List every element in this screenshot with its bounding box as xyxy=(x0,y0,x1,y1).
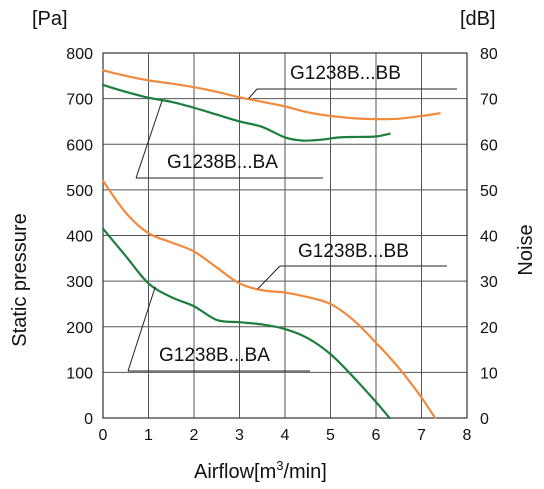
x-tick-label: 2 xyxy=(190,427,199,444)
y-tick-label: 0 xyxy=(84,411,93,428)
annotation-label-2: G1238B...BB xyxy=(298,241,409,262)
y-tick-label: 700 xyxy=(66,92,93,109)
y-unit-label: [Pa] xyxy=(32,8,68,30)
y-tick-label: 100 xyxy=(66,365,93,382)
y2-tick-label: 30 xyxy=(480,274,498,291)
grid-lines xyxy=(102,52,468,419)
x-tick-label: 7 xyxy=(417,427,426,444)
annotation-leader-0 xyxy=(248,88,258,99)
x-axis-title: Airflow[m3/min] xyxy=(194,458,327,483)
y-tick-label: 600 xyxy=(66,137,93,154)
y2-tick-label: 0 xyxy=(480,411,489,428)
x-tick-label: 3 xyxy=(235,427,244,444)
y-tick-label: 400 xyxy=(66,229,93,246)
y2-tick-label: 40 xyxy=(480,229,498,246)
annotation-label-1: G1238B...BA xyxy=(167,152,278,173)
x-axis-title-tail: /min] xyxy=(283,461,326,483)
y-axis-title: Static pressure xyxy=(9,213,31,346)
y2-tick-label: 60 xyxy=(480,137,498,154)
series-line-2 xyxy=(101,179,437,420)
y2-tick-label: 80 xyxy=(480,46,498,63)
annotation-leader-3 xyxy=(127,286,156,372)
series-line-1 xyxy=(101,83,391,142)
annotation-leader-1 xyxy=(135,100,163,179)
tick-labels: 0 1 2 3 4 5 6 7 80100200300400500600700800010203… xyxy=(66,46,498,444)
y2-axis-title: Noise xyxy=(515,224,537,275)
series-line-3 xyxy=(101,227,391,420)
x-tick-label: 0 xyxy=(99,427,108,444)
annotation-label-0: G1238B...BB xyxy=(290,63,401,84)
series-lines xyxy=(101,69,441,420)
series-line-0 xyxy=(101,69,441,121)
x-axis-title-main: Airflow[m xyxy=(194,461,276,483)
y2-tick-label: 50 xyxy=(480,183,498,200)
x-tick-label: 8 xyxy=(463,427,472,444)
x-tick-label: 6 xyxy=(372,427,381,444)
curve-annotations: G1238B...BB G1238B...BA G1238B...BB G1238B.… xyxy=(127,63,457,372)
y-tick-label: 500 xyxy=(66,183,93,200)
plot-frame xyxy=(102,52,468,419)
y2-tick-label: 20 xyxy=(480,320,498,337)
y-tick-label: 200 xyxy=(66,320,93,337)
x-tick-label: 4 xyxy=(281,427,290,444)
x-tick-label: 5 xyxy=(326,427,335,444)
y2-unit-label: [dB] xyxy=(460,8,496,30)
x-tick-label: 1 xyxy=(144,427,153,444)
y2-tick-label: 10 xyxy=(480,365,498,382)
annotation-label-3: G1238B...BA xyxy=(159,345,270,366)
y-tick-label: 300 xyxy=(66,274,93,291)
annotation-leader-2 xyxy=(257,265,281,290)
x-axis-title-sup: 3 xyxy=(276,458,283,473)
y2-tick-label: 70 xyxy=(480,92,498,109)
y-tick-label: 800 xyxy=(66,46,93,63)
